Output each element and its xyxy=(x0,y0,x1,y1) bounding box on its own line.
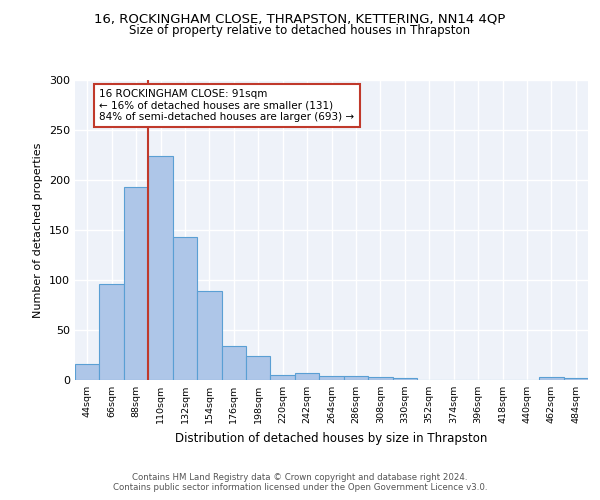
X-axis label: Distribution of detached houses by size in Thrapston: Distribution of detached houses by size … xyxy=(175,432,488,444)
Y-axis label: Number of detached properties: Number of detached properties xyxy=(34,142,43,318)
Text: Size of property relative to detached houses in Thrapston: Size of property relative to detached ho… xyxy=(130,24,470,37)
Bar xyxy=(319,376,344,380)
Bar xyxy=(124,187,148,380)
Text: 16 ROCKINGHAM CLOSE: 91sqm
← 16% of detached houses are smaller (131)
84% of sem: 16 ROCKINGHAM CLOSE: 91sqm ← 16% of deta… xyxy=(100,89,355,122)
Bar xyxy=(539,377,563,380)
Bar xyxy=(368,377,392,380)
Bar xyxy=(148,156,173,380)
Bar xyxy=(246,356,271,380)
Text: Contains HM Land Registry data © Crown copyright and database right 2024.
Contai: Contains HM Land Registry data © Crown c… xyxy=(113,473,487,492)
Text: 16, ROCKINGHAM CLOSE, THRAPSTON, KETTERING, NN14 4QP: 16, ROCKINGHAM CLOSE, THRAPSTON, KETTERI… xyxy=(94,12,506,26)
Bar xyxy=(221,346,246,380)
Bar xyxy=(197,291,221,380)
Bar xyxy=(563,378,588,380)
Bar xyxy=(295,373,319,380)
Bar xyxy=(173,237,197,380)
Bar xyxy=(271,375,295,380)
Bar xyxy=(344,376,368,380)
Bar xyxy=(100,284,124,380)
Bar xyxy=(392,378,417,380)
Bar xyxy=(75,364,100,380)
